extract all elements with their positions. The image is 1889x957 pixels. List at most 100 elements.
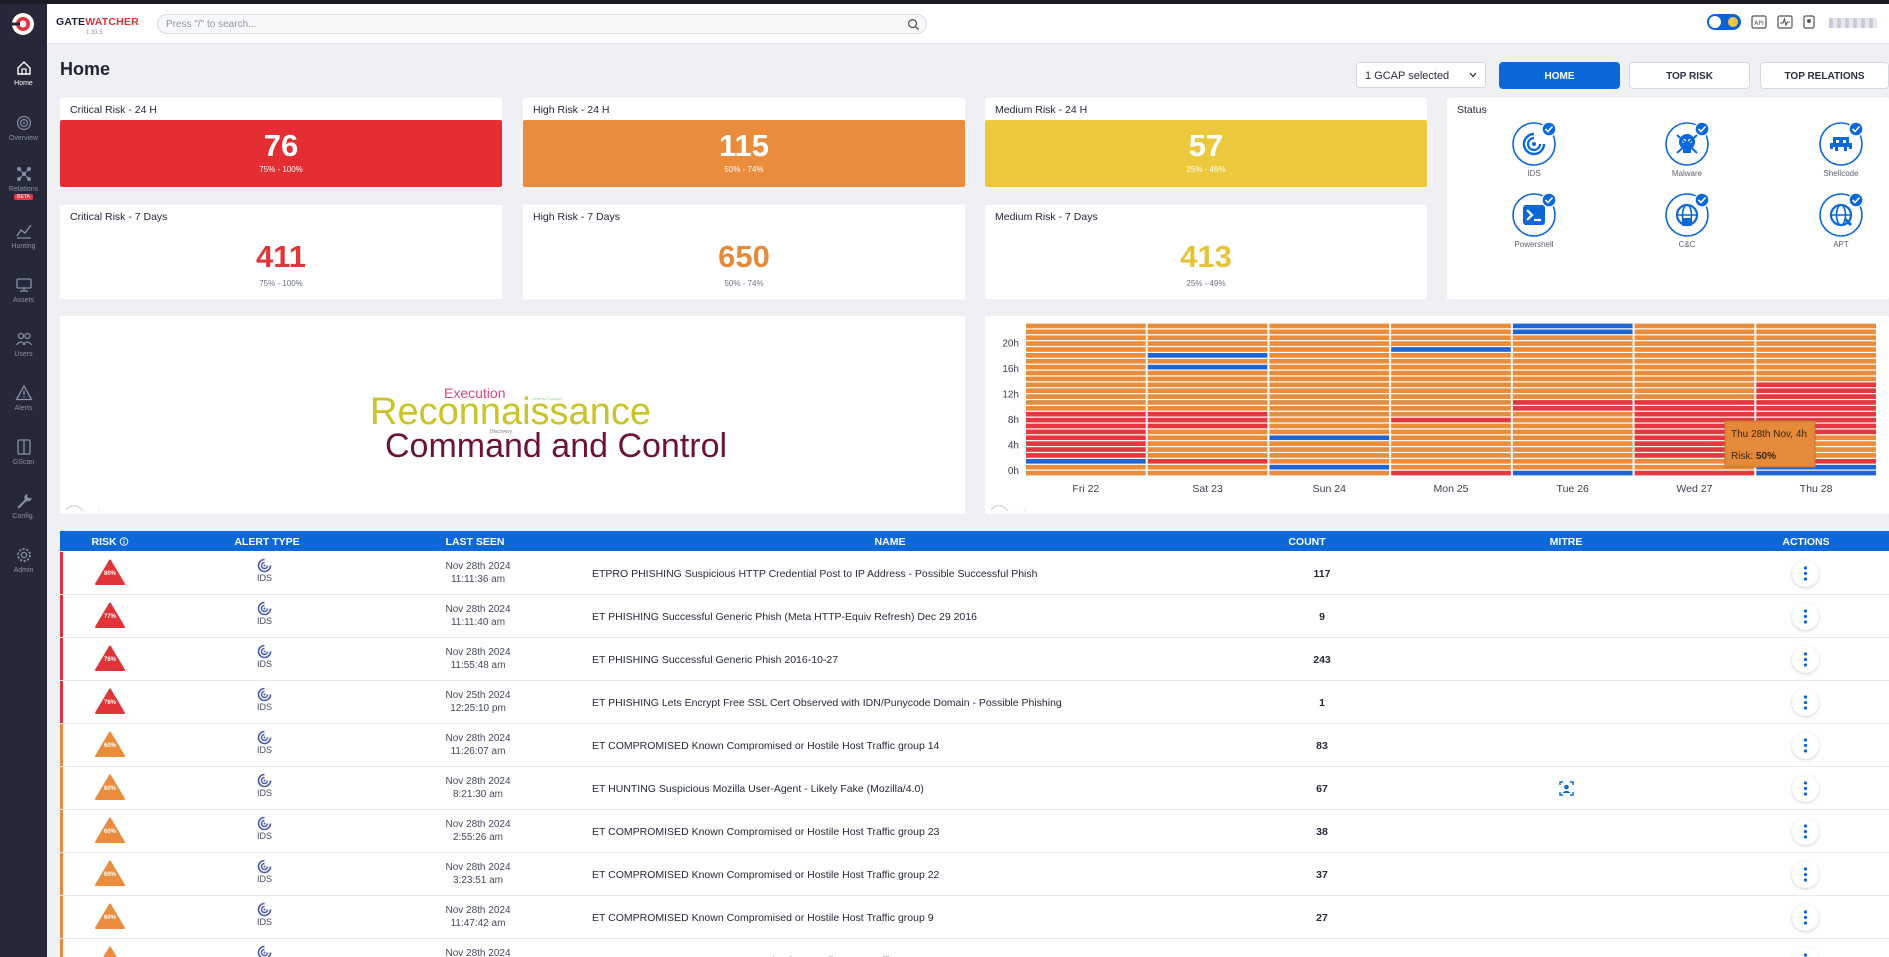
- heatmap-cell[interactable]: [1756, 394, 1876, 399]
- heatmap-cell[interactable]: [1026, 376, 1146, 382]
- heatmap-cell[interactable]: [1634, 458, 1755, 464]
- high-risk-7d-card[interactable]: High Risk - 7 Days 650 50% - 74%: [523, 205, 965, 299]
- status-shellcode[interactable]: Shellcode: [1811, 121, 1871, 178]
- heatmap-cell[interactable]: [1269, 411, 1390, 417]
- heatmap-cell[interactable]: [1147, 411, 1268, 417]
- heatmap-cell[interactable]: [1512, 441, 1633, 446]
- heatmap-cell[interactable]: [1147, 447, 1268, 452]
- heatmap-cell[interactable]: [1391, 388, 1511, 394]
- status-malware[interactable]: Malware: [1657, 121, 1717, 178]
- heatmap-cell[interactable]: [1512, 458, 1633, 464]
- table-row[interactable]: 77% IDS Nov 28th 2024 11:11:40 am ET PHISHIN…: [60, 595, 1889, 638]
- table-row[interactable]: 60% IDS Nov 28th 2024 3:23:51 am ET COMPROMI…: [60, 853, 1889, 896]
- word-discovery[interactable]: Discovery: [490, 429, 512, 435]
- user-name-redacted[interactable]: [1829, 18, 1877, 28]
- heatmap-cell[interactable]: [1512, 435, 1633, 441]
- heatmap-cell[interactable]: [1756, 358, 1876, 364]
- heatmap-cell[interactable]: [1634, 394, 1755, 399]
- heatmap-cell[interactable]: [1147, 405, 1268, 411]
- heatmap-cell[interactable]: [1756, 464, 1876, 470]
- heatmap-cell[interactable]: [1147, 464, 1268, 470]
- sidebar-item-gscan[interactable]: GScan: [0, 428, 47, 476]
- heatmap-cell[interactable]: [1634, 400, 1755, 405]
- heatmap-cell[interactable]: [1634, 464, 1755, 470]
- heatmap-cell[interactable]: [1512, 382, 1633, 388]
- heatmap-cell[interactable]: [1147, 370, 1268, 376]
- heatmap-cell[interactable]: [1756, 329, 1876, 335]
- heatmap-cell[interactable]: [1512, 405, 1633, 411]
- heatmap-cell[interactable]: [1026, 335, 1146, 341]
- heatmap-cell[interactable]: [1147, 341, 1268, 346]
- high-risk-24h-card[interactable]: High Risk - 24 H 115 50% - 74%: [523, 98, 965, 187]
- status-powershell[interactable]: Powershell: [1504, 192, 1564, 249]
- heatmap-cell[interactable]: [1147, 329, 1268, 335]
- chart-type-icon[interactable]: [991, 501, 1025, 511]
- heatmap-cell[interactable]: [1756, 429, 1876, 435]
- table-row[interactable]: 76% IDS Nov 28th 2024 11:55:48 am ET PHISHIN…: [60, 638, 1889, 681]
- heatmap-cell[interactable]: [1756, 441, 1876, 446]
- heatmap-cell[interactable]: [1269, 429, 1390, 435]
- heatmap-cell[interactable]: [1756, 400, 1876, 405]
- heatmap-cell[interactable]: [1634, 376, 1755, 382]
- heatmap-cell[interactable]: [1147, 441, 1268, 446]
- heatmap-cell[interactable]: [1756, 376, 1876, 382]
- word-execution[interactable]: Execution: [444, 385, 506, 401]
- heatmap-cell[interactable]: [1756, 347, 1876, 352]
- sidebar-item-users[interactable]: Users: [0, 320, 47, 368]
- heatmap-cell[interactable]: [1026, 388, 1146, 394]
- heatmap-cell[interactable]: [1026, 347, 1146, 352]
- table-row[interactable]: 76% IDS Nov 25th 2024 12:25:10 pm ET PHISHIN…: [60, 681, 1889, 724]
- heatmap-cell[interactable]: [1756, 447, 1876, 452]
- heatmap-cell[interactable]: [1147, 458, 1268, 464]
- heatmap-cell[interactable]: [1391, 405, 1511, 411]
- heatmap-cell[interactable]: [1634, 388, 1755, 394]
- heatmap-cell[interactable]: [1391, 347, 1511, 352]
- heatmap-cell[interactable]: [1756, 323, 1876, 329]
- column-count[interactable]: COUNT: [1288, 536, 1326, 548]
- heatmap-cell[interactable]: [1512, 353, 1633, 358]
- heatmap-cell[interactable]: [1634, 358, 1755, 364]
- heatmap-cell[interactable]: [1147, 417, 1268, 423]
- heatmap-cell[interactable]: [1269, 347, 1390, 352]
- heatmap-cell[interactable]: [1391, 400, 1511, 405]
- heatmap-cell[interactable]: [1634, 447, 1755, 452]
- table-row[interactable]: 60% IDS Nov 28th 2024 8:21:30 am ET HUNTING …: [60, 767, 1889, 810]
- alert-name[interactable]: ET COMPROMISED Known Compromised or Host…: [592, 912, 934, 924]
- home-button[interactable]: HOME: [1499, 62, 1620, 89]
- user-avatar-icon[interactable]: [1803, 15, 1819, 29]
- heatmap-cell[interactable]: [1269, 370, 1390, 376]
- heatmap-cell[interactable]: [1269, 364, 1390, 370]
- heatmap-cell[interactable]: [1512, 464, 1633, 470]
- heatmap-cell[interactable]: [1512, 394, 1633, 399]
- row-actions-button[interactable]: [1792, 689, 1819, 716]
- heatmap-cell[interactable]: [1634, 411, 1755, 417]
- column-alert-type[interactable]: ALERT TYPE: [234, 536, 300, 548]
- heatmap-cell[interactable]: [1634, 417, 1755, 423]
- heatmap-cell[interactable]: [1026, 411, 1146, 417]
- heatmap-cell[interactable]: [1147, 335, 1268, 341]
- column-name[interactable]: NAME: [874, 536, 906, 548]
- heatmap-cell[interactable]: [1269, 423, 1390, 429]
- heatmap-cell[interactable]: [1269, 341, 1390, 346]
- row-actions-button[interactable]: [1792, 818, 1819, 845]
- heatmap-cell[interactable]: [1634, 441, 1755, 446]
- column-mitre[interactable]: MITRE: [1549, 536, 1583, 548]
- heatmap-cell[interactable]: [1512, 411, 1633, 417]
- row-actions-button[interactable]: [1792, 904, 1819, 931]
- heatmap-cell[interactable]: [1026, 464, 1146, 470]
- heatmap-cell[interactable]: [1026, 370, 1146, 376]
- heatmap-cell[interactable]: [1147, 382, 1268, 388]
- search-input[interactable]: Press "/" to search...: [157, 14, 927, 34]
- heatmap-cell[interactable]: [1269, 441, 1390, 446]
- heatmap-cell[interactable]: [1147, 394, 1268, 399]
- heatmap-cell[interactable]: [1147, 388, 1268, 394]
- heatmap-cell[interactable]: [1026, 400, 1146, 405]
- heatmap-cell[interactable]: [1269, 382, 1390, 388]
- table-row[interactable]: 60% IDS Nov 28th 2024 ET COMPROMISED Known …: [60, 939, 1889, 957]
- heatmap-cell[interactable]: [1391, 441, 1511, 446]
- column-risk[interactable]: RISK: [91, 536, 129, 548]
- heatmap-cell[interactable]: [1269, 435, 1390, 441]
- alert-name[interactable]: ET COMPROMISED Known Compromised or Host…: [592, 955, 939, 957]
- heatmap-cell[interactable]: [1634, 435, 1755, 441]
- heatmap-cell[interactable]: [1026, 429, 1146, 435]
